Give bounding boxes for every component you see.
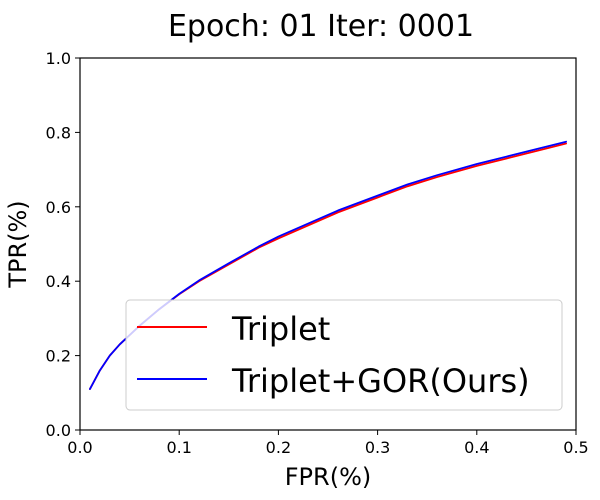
x-axis-ticks: 0.0 0.1 0.2 0.3 0.4 0.5 bbox=[67, 430, 589, 457]
x-axis-label: FPR(%) bbox=[285, 463, 371, 491]
x-tick-label: 0.2 bbox=[266, 438, 291, 457]
y-axis-label: TPR(%) bbox=[4, 200, 32, 288]
y-tick-label: 0.2 bbox=[46, 347, 71, 366]
x-tick-label: 0.4 bbox=[464, 438, 489, 457]
y-tick-label: 0.8 bbox=[46, 123, 71, 142]
series-line-1 bbox=[89, 140, 567, 390]
series-layer bbox=[89, 140, 567, 390]
y-tick-label: 0.4 bbox=[46, 272, 71, 291]
y-tick-label: 0.0 bbox=[46, 421, 71, 440]
x-tick-label: 0.5 bbox=[563, 438, 588, 457]
legend-box bbox=[125, 299, 563, 411]
y-axis-ticks: 0.0 0.2 0.4 0.6 0.8 1.0 bbox=[46, 49, 80, 440]
legend: Triplet Triplet+GOR(Ours) bbox=[125, 299, 563, 411]
x-tick-label: 0.0 bbox=[67, 438, 92, 457]
x-tick-label: 0.1 bbox=[166, 438, 191, 457]
x-tick-label: 0.3 bbox=[365, 438, 390, 457]
y-tick-label: 1.0 bbox=[46, 49, 71, 68]
legend-label-triplet-gor: Triplet+GOR(Ours) bbox=[231, 362, 530, 400]
legend-label-triplet: Triplet bbox=[231, 310, 330, 348]
y-tick-label: 0.6 bbox=[46, 198, 71, 217]
chart-title: Epoch: 01 Iter: 0001 bbox=[168, 9, 474, 44]
